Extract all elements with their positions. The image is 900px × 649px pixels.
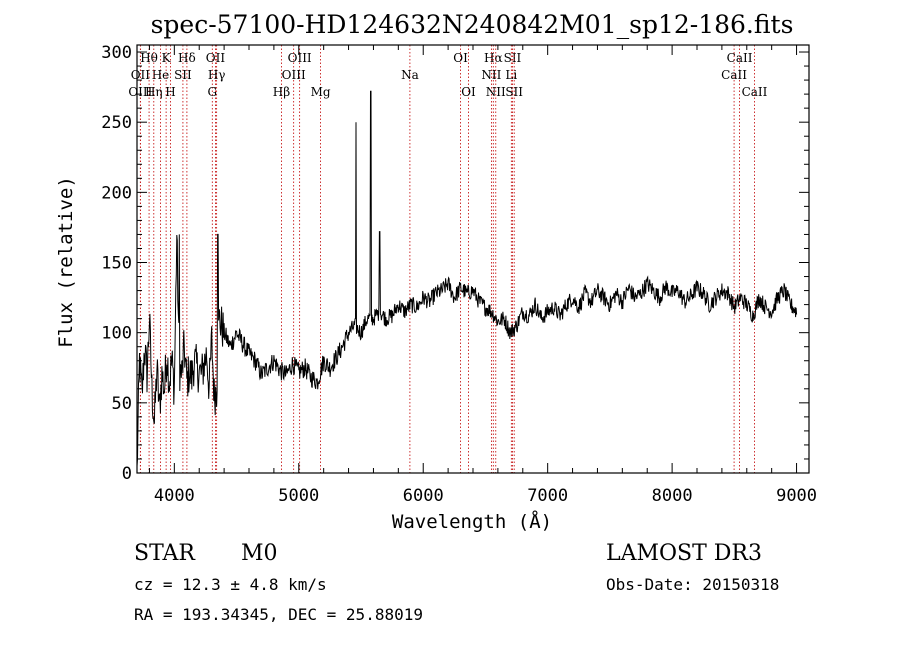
line-marker-label-10: He [152,68,170,82]
line-marker-label-14: Na [401,68,419,82]
survey-name: LAMOST DR3 [606,541,762,566]
line-marker-label-1: K [162,51,172,65]
line-marker-label-21: G [207,85,217,99]
line-marker-label-6: Hα [484,51,503,65]
line-marker-label-17: CaII [721,68,747,82]
y-tick-label: 150 [101,254,132,274]
redshift-text: cz = 12.3 ± 4.8 km/s [134,575,327,594]
y-axis: 0 50 100 150 200 250 300 [101,43,809,484]
line-marker-label-16: Li [505,68,517,82]
plot-frame [136,44,810,474]
line-marker-label-3: OII [206,51,226,65]
line-marker-label-4: OIII [288,51,312,65]
y-tick-label: 200 [101,183,132,203]
y-axis-label: Flux (relative) [55,176,77,348]
line-marker-label-26: SII [505,85,523,99]
line-marker-label-9: OII [131,68,151,82]
line-marker-label-11: SII [174,68,192,82]
line-marker-label-7: SII [504,51,522,65]
y-tick-label: 100 [101,324,132,344]
line-marker-label-15: NII [481,68,501,82]
line-marker-label-18: OIII [128,85,152,99]
line-marker-label-24: OI [461,85,476,99]
y-tick-label: 0 [122,464,132,484]
object-class: STAR [134,541,196,566]
x-axis: 4000 5000 6000 7000 8000 9000 [148,45,817,506]
spectrum-line [136,90,798,467]
x-tick-label: 4000 [154,486,195,506]
chart-title: spec-57100-HD124632N240842M01_sp12-186.f… [151,10,794,39]
line-marker-label-25: NII [486,85,506,99]
spectrum-series [136,90,798,467]
y-tick-label: 50 [112,394,132,414]
line-marker-label-20: H [165,85,175,99]
line-marker-label-8: CaII [727,51,753,65]
object-subclass: M0 [241,541,278,566]
x-tick-label: 7000 [527,486,568,506]
x-tick-label: 6000 [403,486,444,506]
line-marker-label-5: OI [453,51,468,65]
y-tick-label: 300 [101,43,132,63]
obs-date-text: Obs-Date: 20150318 [606,575,779,594]
x-tick-label: 9000 [776,486,817,506]
line-marker-label-13: OIII [282,68,306,82]
x-tick-label: 8000 [652,486,693,506]
y-tick-label: 250 [101,113,132,133]
line-marker-label-0: Hθ [140,51,158,65]
line-marker-label-2: Hδ [178,51,196,65]
line-marker-label-27: CaII [742,85,768,99]
x-axis-label: Wavelength (Å) [392,510,552,533]
x-tick-label: 5000 [278,486,319,506]
line-marker-label-23: Mg [311,85,331,99]
coordinates-text: RA = 193.34345, DEC = 25.88019 [134,605,423,624]
line-marker-label-22: Hβ [273,85,290,99]
line-marker-label-12: Hγ [208,68,226,82]
line-marker-label-19: Hη [145,85,163,99]
